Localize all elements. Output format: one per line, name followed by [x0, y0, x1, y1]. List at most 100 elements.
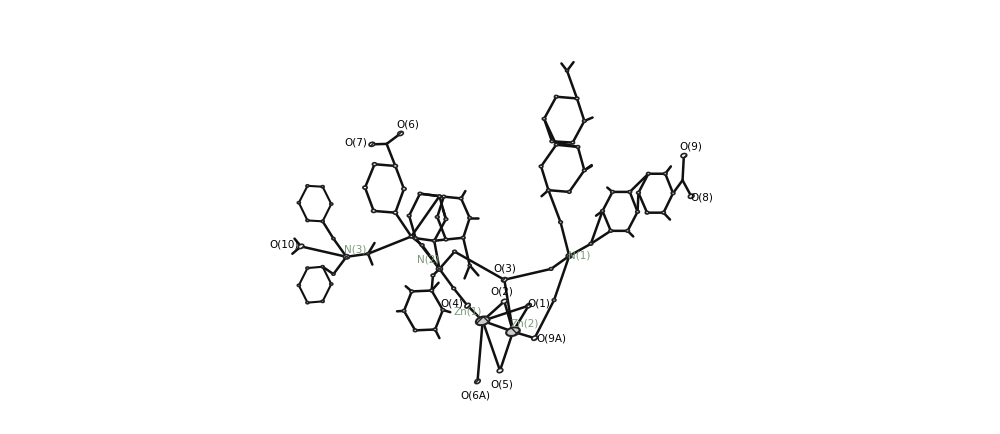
Ellipse shape — [363, 186, 367, 189]
Ellipse shape — [420, 244, 424, 247]
Ellipse shape — [432, 240, 436, 242]
Ellipse shape — [497, 368, 503, 373]
Ellipse shape — [435, 216, 439, 218]
Ellipse shape — [681, 154, 687, 158]
Ellipse shape — [306, 185, 309, 187]
Ellipse shape — [601, 210, 604, 212]
Ellipse shape — [459, 197, 463, 200]
Ellipse shape — [611, 191, 614, 193]
Ellipse shape — [332, 273, 335, 275]
Text: O(2): O(2) — [491, 287, 514, 297]
Text: O(3): O(3) — [493, 264, 516, 274]
Ellipse shape — [645, 211, 649, 214]
Ellipse shape — [321, 266, 324, 268]
Text: Zn(2): Zn(2) — [511, 319, 539, 329]
Ellipse shape — [502, 278, 507, 282]
Ellipse shape — [549, 268, 553, 270]
Ellipse shape — [444, 218, 448, 220]
Text: O(7): O(7) — [344, 138, 367, 148]
Text: N(2): N(2) — [417, 254, 440, 264]
Ellipse shape — [628, 191, 632, 193]
Ellipse shape — [571, 141, 574, 144]
Ellipse shape — [402, 187, 406, 191]
Ellipse shape — [431, 274, 435, 277]
Ellipse shape — [547, 189, 550, 191]
Text: O(9A): O(9A) — [536, 334, 566, 344]
Ellipse shape — [552, 299, 556, 301]
Ellipse shape — [461, 237, 465, 239]
Ellipse shape — [343, 255, 349, 259]
Ellipse shape — [306, 267, 309, 269]
Ellipse shape — [465, 303, 470, 308]
Ellipse shape — [436, 267, 442, 271]
Ellipse shape — [330, 203, 333, 205]
Ellipse shape — [414, 237, 417, 240]
Ellipse shape — [609, 230, 613, 232]
Text: O(6A): O(6A) — [460, 391, 490, 401]
Text: O(10): O(10) — [269, 239, 298, 249]
Ellipse shape — [576, 146, 580, 148]
Ellipse shape — [409, 235, 413, 238]
Ellipse shape — [438, 195, 441, 197]
Ellipse shape — [662, 211, 665, 214]
Ellipse shape — [321, 186, 324, 188]
Ellipse shape — [526, 303, 531, 308]
Ellipse shape — [539, 165, 543, 168]
Ellipse shape — [468, 264, 471, 266]
Ellipse shape — [372, 210, 376, 213]
Ellipse shape — [554, 95, 558, 98]
Text: Zn(1): Zn(1) — [453, 306, 482, 316]
Ellipse shape — [567, 191, 571, 193]
Ellipse shape — [583, 120, 586, 122]
Ellipse shape — [636, 210, 639, 213]
Ellipse shape — [589, 243, 593, 245]
Ellipse shape — [475, 379, 480, 384]
Ellipse shape — [647, 172, 650, 175]
Text: O(6): O(6) — [397, 120, 420, 130]
Ellipse shape — [410, 290, 414, 293]
Text: O(5): O(5) — [491, 379, 514, 389]
Ellipse shape — [297, 202, 300, 204]
Ellipse shape — [453, 250, 456, 253]
Ellipse shape — [663, 172, 667, 175]
Text: O(9): O(9) — [679, 141, 702, 151]
Ellipse shape — [398, 132, 403, 135]
Ellipse shape — [393, 164, 397, 168]
Ellipse shape — [468, 217, 472, 219]
Ellipse shape — [393, 211, 397, 214]
Ellipse shape — [442, 195, 446, 198]
Ellipse shape — [688, 194, 694, 198]
Text: O(4): O(4) — [441, 298, 463, 308]
Ellipse shape — [583, 169, 586, 171]
Ellipse shape — [542, 118, 546, 120]
Ellipse shape — [550, 140, 554, 143]
Ellipse shape — [413, 329, 417, 332]
Ellipse shape — [306, 219, 309, 221]
Text: N(1): N(1) — [568, 251, 590, 261]
Ellipse shape — [298, 244, 304, 249]
Ellipse shape — [506, 327, 520, 336]
Ellipse shape — [321, 220, 324, 222]
Ellipse shape — [671, 192, 675, 194]
Ellipse shape — [441, 309, 445, 311]
Ellipse shape — [559, 221, 562, 224]
Ellipse shape — [637, 191, 640, 194]
Ellipse shape — [330, 283, 333, 285]
Ellipse shape — [566, 254, 572, 258]
Ellipse shape — [554, 144, 558, 146]
Ellipse shape — [407, 214, 411, 217]
Ellipse shape — [306, 302, 309, 304]
Ellipse shape — [502, 299, 507, 303]
Text: N(3): N(3) — [344, 244, 366, 254]
Ellipse shape — [476, 316, 490, 325]
Ellipse shape — [402, 309, 406, 312]
Ellipse shape — [409, 235, 413, 238]
Ellipse shape — [367, 253, 370, 255]
Ellipse shape — [321, 300, 324, 302]
Text: O(8): O(8) — [691, 192, 713, 202]
Ellipse shape — [452, 287, 456, 289]
Ellipse shape — [369, 142, 375, 146]
Ellipse shape — [566, 70, 569, 72]
Ellipse shape — [297, 284, 300, 286]
Text: O(1): O(1) — [527, 299, 550, 309]
